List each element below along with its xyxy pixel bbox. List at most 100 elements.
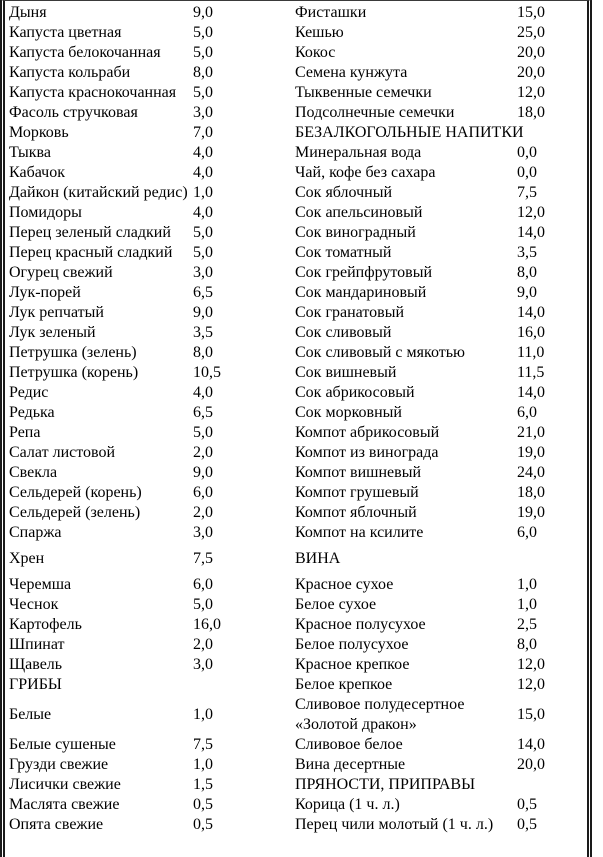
carb-value-cell: 14,0	[517, 736, 545, 753]
food-name-cell: Подсолнечные семечки	[295, 104, 455, 121]
table-row: Петрушка (зелень) 8,0 Сок сливовый с мякот…	[5, 343, 587, 363]
carb-value-cell: 12,0	[517, 84, 545, 101]
carb-value-cell: 5,0	[193, 596, 213, 613]
table-row: ГРИБЫ Белое крепкое 12,0	[5, 675, 587, 695]
carb-value-cell: 12,0	[517, 204, 545, 221]
food-name-cell: Помидоры	[9, 204, 82, 221]
carb-value-cell: 10,5	[193, 364, 221, 381]
food-name-cell: Семена кунжута	[295, 64, 408, 81]
carb-value-cell: 0,5	[193, 816, 213, 833]
table-row: Редис 4,0 Сок абрикосовый 14,0	[5, 383, 587, 403]
carb-value-cell: 8,0	[193, 64, 213, 81]
food-name-cell: Лук-порей	[9, 284, 81, 301]
food-name-cell: Компот яблочный	[295, 504, 417, 521]
carb-value-cell: 3,5	[517, 244, 537, 261]
food-name-cell: Фасоль стручковая	[9, 104, 138, 121]
table-row: Хрен 7,5 ВИНА	[5, 543, 587, 575]
carb-value-cell: 1,0	[193, 706, 213, 723]
food-name-cell: Сливовое белое	[295, 736, 403, 753]
carb-value-cell: 3,0	[193, 104, 213, 121]
food-name-cell: Чай, кофе без сахара	[295, 164, 436, 181]
food-name-cell: Лук репчатый	[9, 304, 104, 321]
food-name-cell: Белое полусухое	[295, 636, 409, 653]
food-name-cell: Петрушка (корень)	[9, 364, 139, 381]
carb-value-cell: 6,5	[193, 284, 213, 301]
food-name-cell: Сок апельсиновый	[295, 204, 423, 221]
food-name-cell: Кешью	[295, 24, 344, 41]
food-name-cell: Сок яблочный	[295, 184, 393, 201]
section-header-cell: ВИНА	[295, 550, 341, 567]
table-row: Капуста цветная 5,0 Кешью 25,0	[5, 23, 587, 43]
table-row: Петрушка (корень) 10,5 Сок вишневый 11,5	[5, 363, 587, 383]
table-row: Спаржа 3,0 Компот на ксилите 6,0	[5, 523, 587, 543]
food-name-cell: Компот на ксилите	[295, 524, 424, 541]
carb-value-cell: 24,0	[517, 464, 545, 481]
carb-value-cell: 8,0	[517, 264, 537, 281]
food-name-cell: Сок мандариновый	[295, 284, 427, 301]
carb-value-cell: 8,0	[193, 344, 213, 361]
carb-value-cell: 1,0	[193, 184, 213, 201]
food-name-cell: Черемша	[9, 576, 72, 593]
carb-value-cell: 0,5	[517, 816, 537, 833]
table-row: Сельдерей (корень) 6,0 Компот грушевый 18,0	[5, 483, 587, 503]
food-name-cell: Капуста краснокочанная	[9, 84, 177, 101]
section-header-cell: БЕЗАЛКОГОЛЬНЫЕ НАПИТКИ	[295, 124, 524, 141]
carb-value-cell: 16,0	[193, 616, 221, 633]
carb-value-cell: 4,0	[193, 164, 213, 181]
food-name-cell: Грузди свежие	[9, 756, 109, 773]
carb-value-cell: 1,0	[517, 596, 537, 613]
carb-value-cell: 3,0	[193, 264, 213, 281]
carb-value-cell: 7,5	[517, 184, 537, 201]
carb-value-cell: 5,0	[193, 44, 213, 61]
table-row: Капуста белокочанная 5,0 Кокос 20,0	[5, 43, 587, 63]
food-name-cell: Красное крепкое	[295, 656, 410, 673]
table-row: Капуста краснокочанная 5,0 Тыквенные семеч…	[5, 83, 587, 103]
food-name-cell: Вина десертные	[295, 756, 406, 773]
food-name-cell: Сок виноградный	[295, 224, 416, 241]
carb-value-cell: 19,0	[517, 504, 545, 521]
food-name-cell: Петрушка (зелень)	[9, 344, 137, 361]
food-name-cell: Красное полусухое	[295, 616, 426, 633]
table-row: Опята свежие 0,5 Перец чили молотый (1 ч. …	[5, 815, 587, 835]
food-name-cell: Белое сухое	[295, 596, 377, 613]
table-row: Кабачок 4,0 Чай, кофе без сахара 0,0	[5, 163, 587, 183]
carb-value-cell: 2,0	[193, 444, 213, 461]
table-row: Чеснок 5,0 Белое сухое 1,0	[5, 595, 587, 615]
carb-value-cell: 20,0	[517, 756, 545, 773]
carb-value-cell: 3,0	[193, 524, 213, 541]
food-name-cell: Компот грушевый	[295, 484, 419, 501]
carb-value-cell: 6,0	[517, 524, 537, 541]
carb-value-cell: 15,0	[517, 706, 545, 723]
table-row: Огурец свежий 3,0 Сок грейпфрутовый 8,0	[5, 263, 587, 283]
carb-value-cell: 5,0	[193, 84, 213, 101]
carb-value-cell: 4,0	[193, 204, 213, 221]
table-row: Белые сушеные 7,5 Сливовое белое 14,0	[5, 735, 587, 755]
table-row: Капуста кольраби 8,0 Семена кунжута 20,0	[5, 63, 587, 83]
carb-value-cell: 3,0	[193, 656, 213, 673]
carb-value-cell: 9,0	[193, 304, 213, 321]
food-name-cell: Капуста кольраби	[9, 64, 131, 81]
carb-value-cell: 16,0	[517, 324, 545, 341]
food-name-cell: Красное сухое	[295, 576, 394, 593]
food-name-cell: Белые	[9, 706, 52, 723]
food-name-cell: Минеральная вода	[295, 144, 422, 161]
carb-value-cell: 18,0	[517, 484, 545, 501]
food-name-cell: Сельдерей (корень)	[9, 484, 142, 501]
carb-value-cell: 2,0	[193, 504, 213, 521]
carb-value-cell: 0,5	[193, 796, 213, 813]
table-row: Репа 5,0 Компот абрикосовый 21,0	[5, 423, 587, 443]
carb-value-cell: 15,0	[517, 4, 545, 21]
table-row: Тыква 4,0 Минеральная вода 0,0	[5, 143, 587, 163]
table-row: Редька 6,5 Сок морковный 6,0	[5, 403, 587, 423]
table-row: Лук зеленый 3,5 Сок сливовый 16,0	[5, 323, 587, 343]
food-name-cell: Шпинат	[9, 636, 65, 653]
food-name-cell: Кокос	[295, 44, 336, 61]
food-name-cell: Сок вишневый	[295, 364, 397, 381]
carb-value-cell: 6,0	[517, 404, 537, 421]
food-name-cell: Сливовое полудесертное «Золотой дракон»	[295, 696, 465, 733]
carb-value-cell: 7,5	[193, 550, 213, 567]
food-name-cell: Салат листовой	[9, 444, 116, 461]
food-name-cell: Чеснок	[9, 596, 59, 613]
carb-value-cell: 2,0	[193, 636, 213, 653]
table-row: Черемша 6,0 Красное сухое 1,0	[5, 575, 587, 595]
